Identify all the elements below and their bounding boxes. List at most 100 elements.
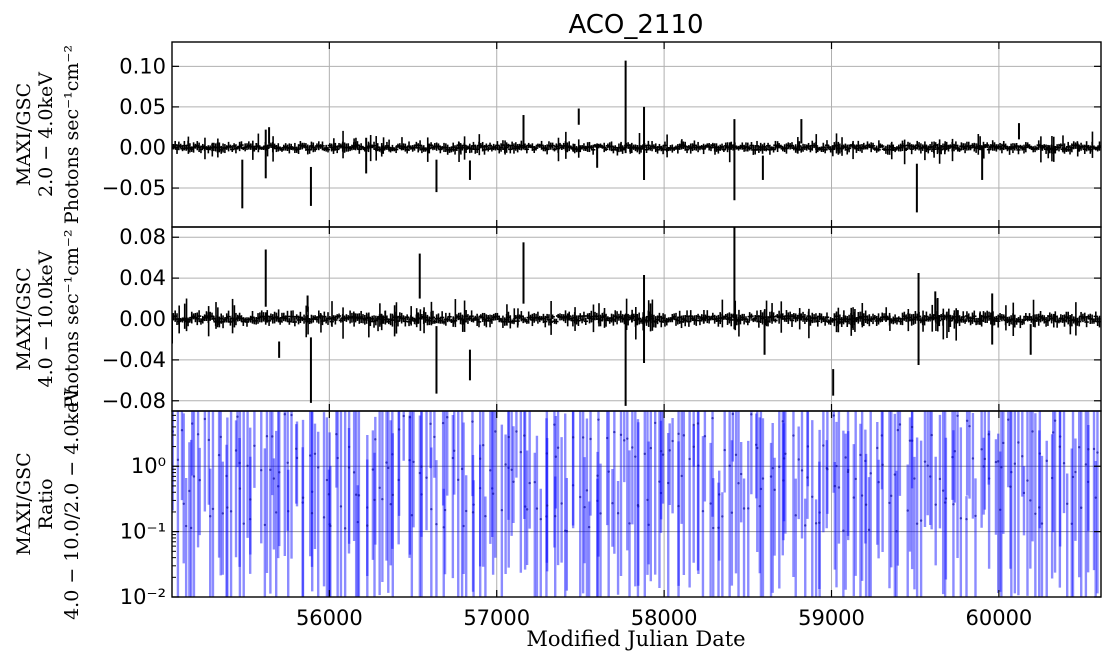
ratio-point-222 <box>804 524 807 527</box>
ratio-point-167 <box>647 523 650 527</box>
ratio-point-146 <box>585 489 589 492</box>
ratio-point-165 <box>636 503 640 507</box>
ratio-point-18 <box>221 512 224 515</box>
ratio-point-94 <box>435 522 438 526</box>
ratio-point-287 <box>987 477 991 480</box>
ratio-point-155 <box>613 430 616 434</box>
ratio-point-202 <box>742 507 746 510</box>
ratio-point-262 <box>913 477 916 480</box>
ratio-point-81 <box>397 428 401 431</box>
ratio-point-310 <box>1052 431 1055 434</box>
ratio-point-26 <box>242 522 245 525</box>
ratio-point-313 <box>1058 445 1062 448</box>
ratio-point-112 <box>491 487 494 490</box>
ratio-point-148 <box>587 525 591 529</box>
ratio-point-233 <box>835 464 838 468</box>
ratio-point-10 <box>196 433 200 436</box>
y-axis-label-3: MAXI/GSC Ratio 4.0 − 10.0/2.0 − 4.0keV <box>13 388 83 620</box>
ratio-point-114 <box>491 492 495 495</box>
ratio-point-83 <box>408 458 411 462</box>
ratio-point-238 <box>844 456 847 459</box>
ratio-point-82 <box>402 414 405 418</box>
y-axis-label-line-2: Ratio <box>35 478 57 529</box>
ratio-point-19 <box>225 474 228 478</box>
ratio-point-214 <box>781 420 784 423</box>
ratio-point-159 <box>623 439 626 442</box>
ratio-point-236 <box>842 529 845 532</box>
ratio-point-258 <box>906 509 909 512</box>
ratio-point-8 <box>191 422 194 425</box>
ratio-point-130 <box>539 517 542 521</box>
ratio-point-61 <box>343 527 347 530</box>
ratio-point-190 <box>712 526 715 530</box>
ratio-point-110 <box>482 444 485 447</box>
ratio-point-6 <box>188 489 191 493</box>
ratio-point-255 <box>896 428 900 432</box>
ratio-point-227 <box>818 511 821 514</box>
ratio-point-17 <box>219 435 222 439</box>
ratio-point-3 <box>180 429 184 432</box>
ratio-point-37 <box>275 511 278 514</box>
ratio-point-7 <box>189 526 193 530</box>
ratio-point-284 <box>980 448 983 451</box>
ratio-point-241 <box>854 477 857 481</box>
y-axis-label-line-2: 2.0 − 4.0keV <box>35 72 57 197</box>
ratio-point-283 <box>974 514 977 518</box>
ratio-point-246 <box>867 528 871 532</box>
ratio-point-5 <box>184 524 188 528</box>
ratio-point-180 <box>680 474 683 478</box>
ratio-point-15 <box>211 507 215 511</box>
ratio-point-210 <box>769 475 773 478</box>
ratio-point-247 <box>869 472 872 475</box>
ratio-point-187 <box>703 435 707 438</box>
ratio-point-78 <box>389 503 392 506</box>
ratio-point-150 <box>597 418 600 421</box>
ratio-point-58 <box>336 456 339 460</box>
ratio-point-51 <box>313 452 317 455</box>
ratio-point-250 <box>880 434 884 437</box>
ratio-point-240 <box>852 496 856 499</box>
y-axis-label-line-3: Photons sec⁻¹cm⁻² <box>61 229 83 408</box>
y-tick-label-3: 10⁰ <box>131 454 166 478</box>
panel-1: −0.05 0.00 0.05 0.10 MAXI/GSC 2.0 − 4.0keV Pho… <box>13 41 1102 228</box>
ratio-point-132 <box>545 452 549 455</box>
ratio-point-279 <box>965 419 969 422</box>
ratio-point-22 <box>234 449 238 452</box>
ratio-point-131 <box>545 515 548 518</box>
ratio-point-261 <box>910 425 914 429</box>
ratio-point-273 <box>944 497 948 500</box>
ratio-point-108 <box>478 486 482 490</box>
ratio-point-103 <box>460 467 464 471</box>
ratio-point-41 <box>287 510 290 513</box>
ratio-point-229 <box>822 444 825 447</box>
ratio-point-147 <box>589 437 592 441</box>
ratio-point-16 <box>217 453 221 457</box>
ratio-point-302 <box>1029 499 1032 502</box>
ratio-point-290 <box>997 460 1000 463</box>
ratio-point-166 <box>643 452 646 456</box>
ratio-point-270 <box>938 477 942 481</box>
ratio-point-218 <box>792 434 795 437</box>
ratio-point-107 <box>471 511 475 514</box>
ratio-point-137 <box>556 446 560 449</box>
ratio-point-264 <box>919 519 923 522</box>
ratio-point-43 <box>290 413 293 417</box>
ratio-point-151 <box>596 474 599 477</box>
ratio-point-253 <box>890 494 893 498</box>
ratio-point-88 <box>420 493 423 496</box>
ratio-point-93 <box>433 435 436 439</box>
ratio-point-87 <box>418 471 422 475</box>
ratio-point-25 <box>238 487 242 490</box>
x-tick-label-4: 59000 <box>798 606 865 630</box>
ratio-point-152 <box>599 512 602 515</box>
ratio-point-27 <box>246 464 249 468</box>
y-axis-label-line-2: 4.0 − 10.0keV <box>35 250 57 387</box>
ratio-point-244 <box>864 459 867 463</box>
ratio-point-277 <box>956 414 959 418</box>
ratio-point-263 <box>915 522 919 525</box>
x-tick-label-2: 57000 <box>463 606 530 630</box>
chart-title: ACO_2110 <box>568 10 703 40</box>
ratio-point-53 <box>322 516 326 519</box>
ratio-point-33 <box>265 435 269 438</box>
ratio-point-280 <box>965 517 968 521</box>
